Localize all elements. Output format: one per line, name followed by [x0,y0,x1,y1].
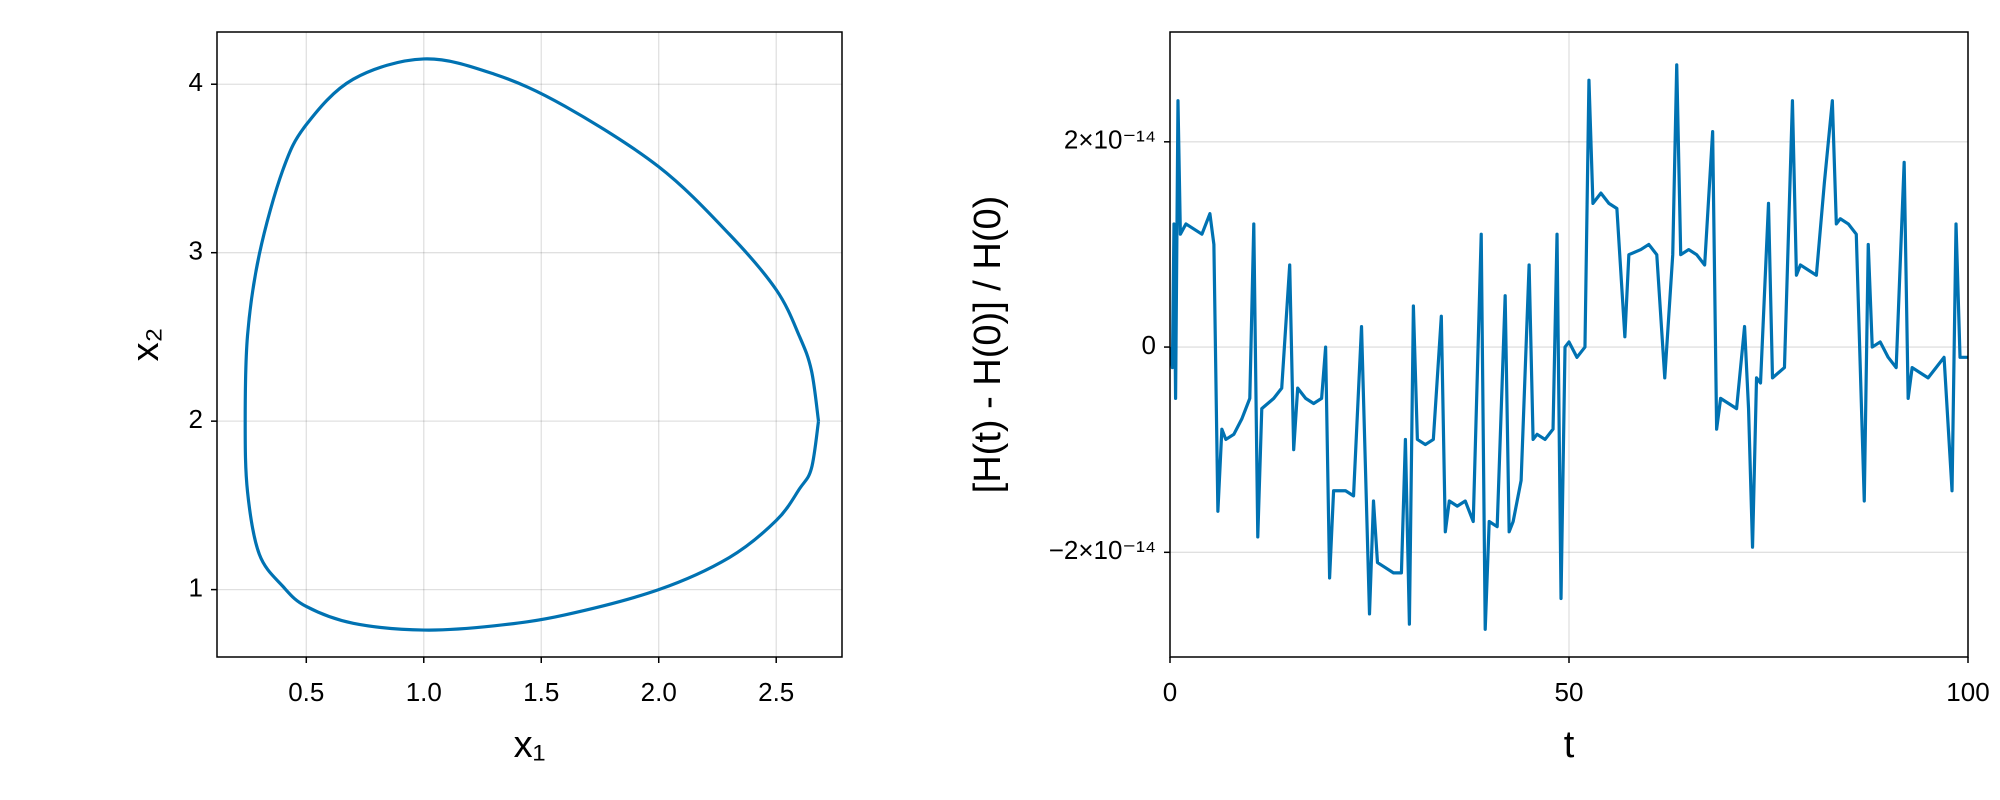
plot-frame [216,31,843,658]
x-tick-label: 50 [1555,677,1584,707]
data-line [1170,63,1968,631]
y-tick-label: 3 [189,236,203,266]
y-tick-label: 2 [189,404,203,434]
y-tick-label: 4 [189,67,203,97]
x-tick-label: 0 [1163,677,1177,707]
plot-frame [1169,31,1969,658]
x-tick-label: 2.0 [641,677,677,707]
x-tick-label: 100 [1946,677,1989,707]
y-tick-label: 0 [1142,330,1156,360]
y-tick-label: 1 [189,572,203,602]
y-tick-label: 2×10⁻¹⁴ [1064,125,1156,155]
x-tick-label: 2.5 [758,677,794,707]
y-axis-label: x₂ [125,328,167,362]
data-line [243,57,821,632]
x-axis-label: t [1564,724,1575,766]
x-tick-label: 1.5 [523,677,559,707]
x-tick-label: 0.5 [288,677,324,707]
x-tick-label: 1.0 [406,677,442,707]
y-tick-label: −2×10⁻¹⁴ [1049,535,1156,565]
x-axis-label: x₁ [514,724,546,766]
y-axis-label: [H(t) - H(0)] / H(0) [967,196,1009,494]
